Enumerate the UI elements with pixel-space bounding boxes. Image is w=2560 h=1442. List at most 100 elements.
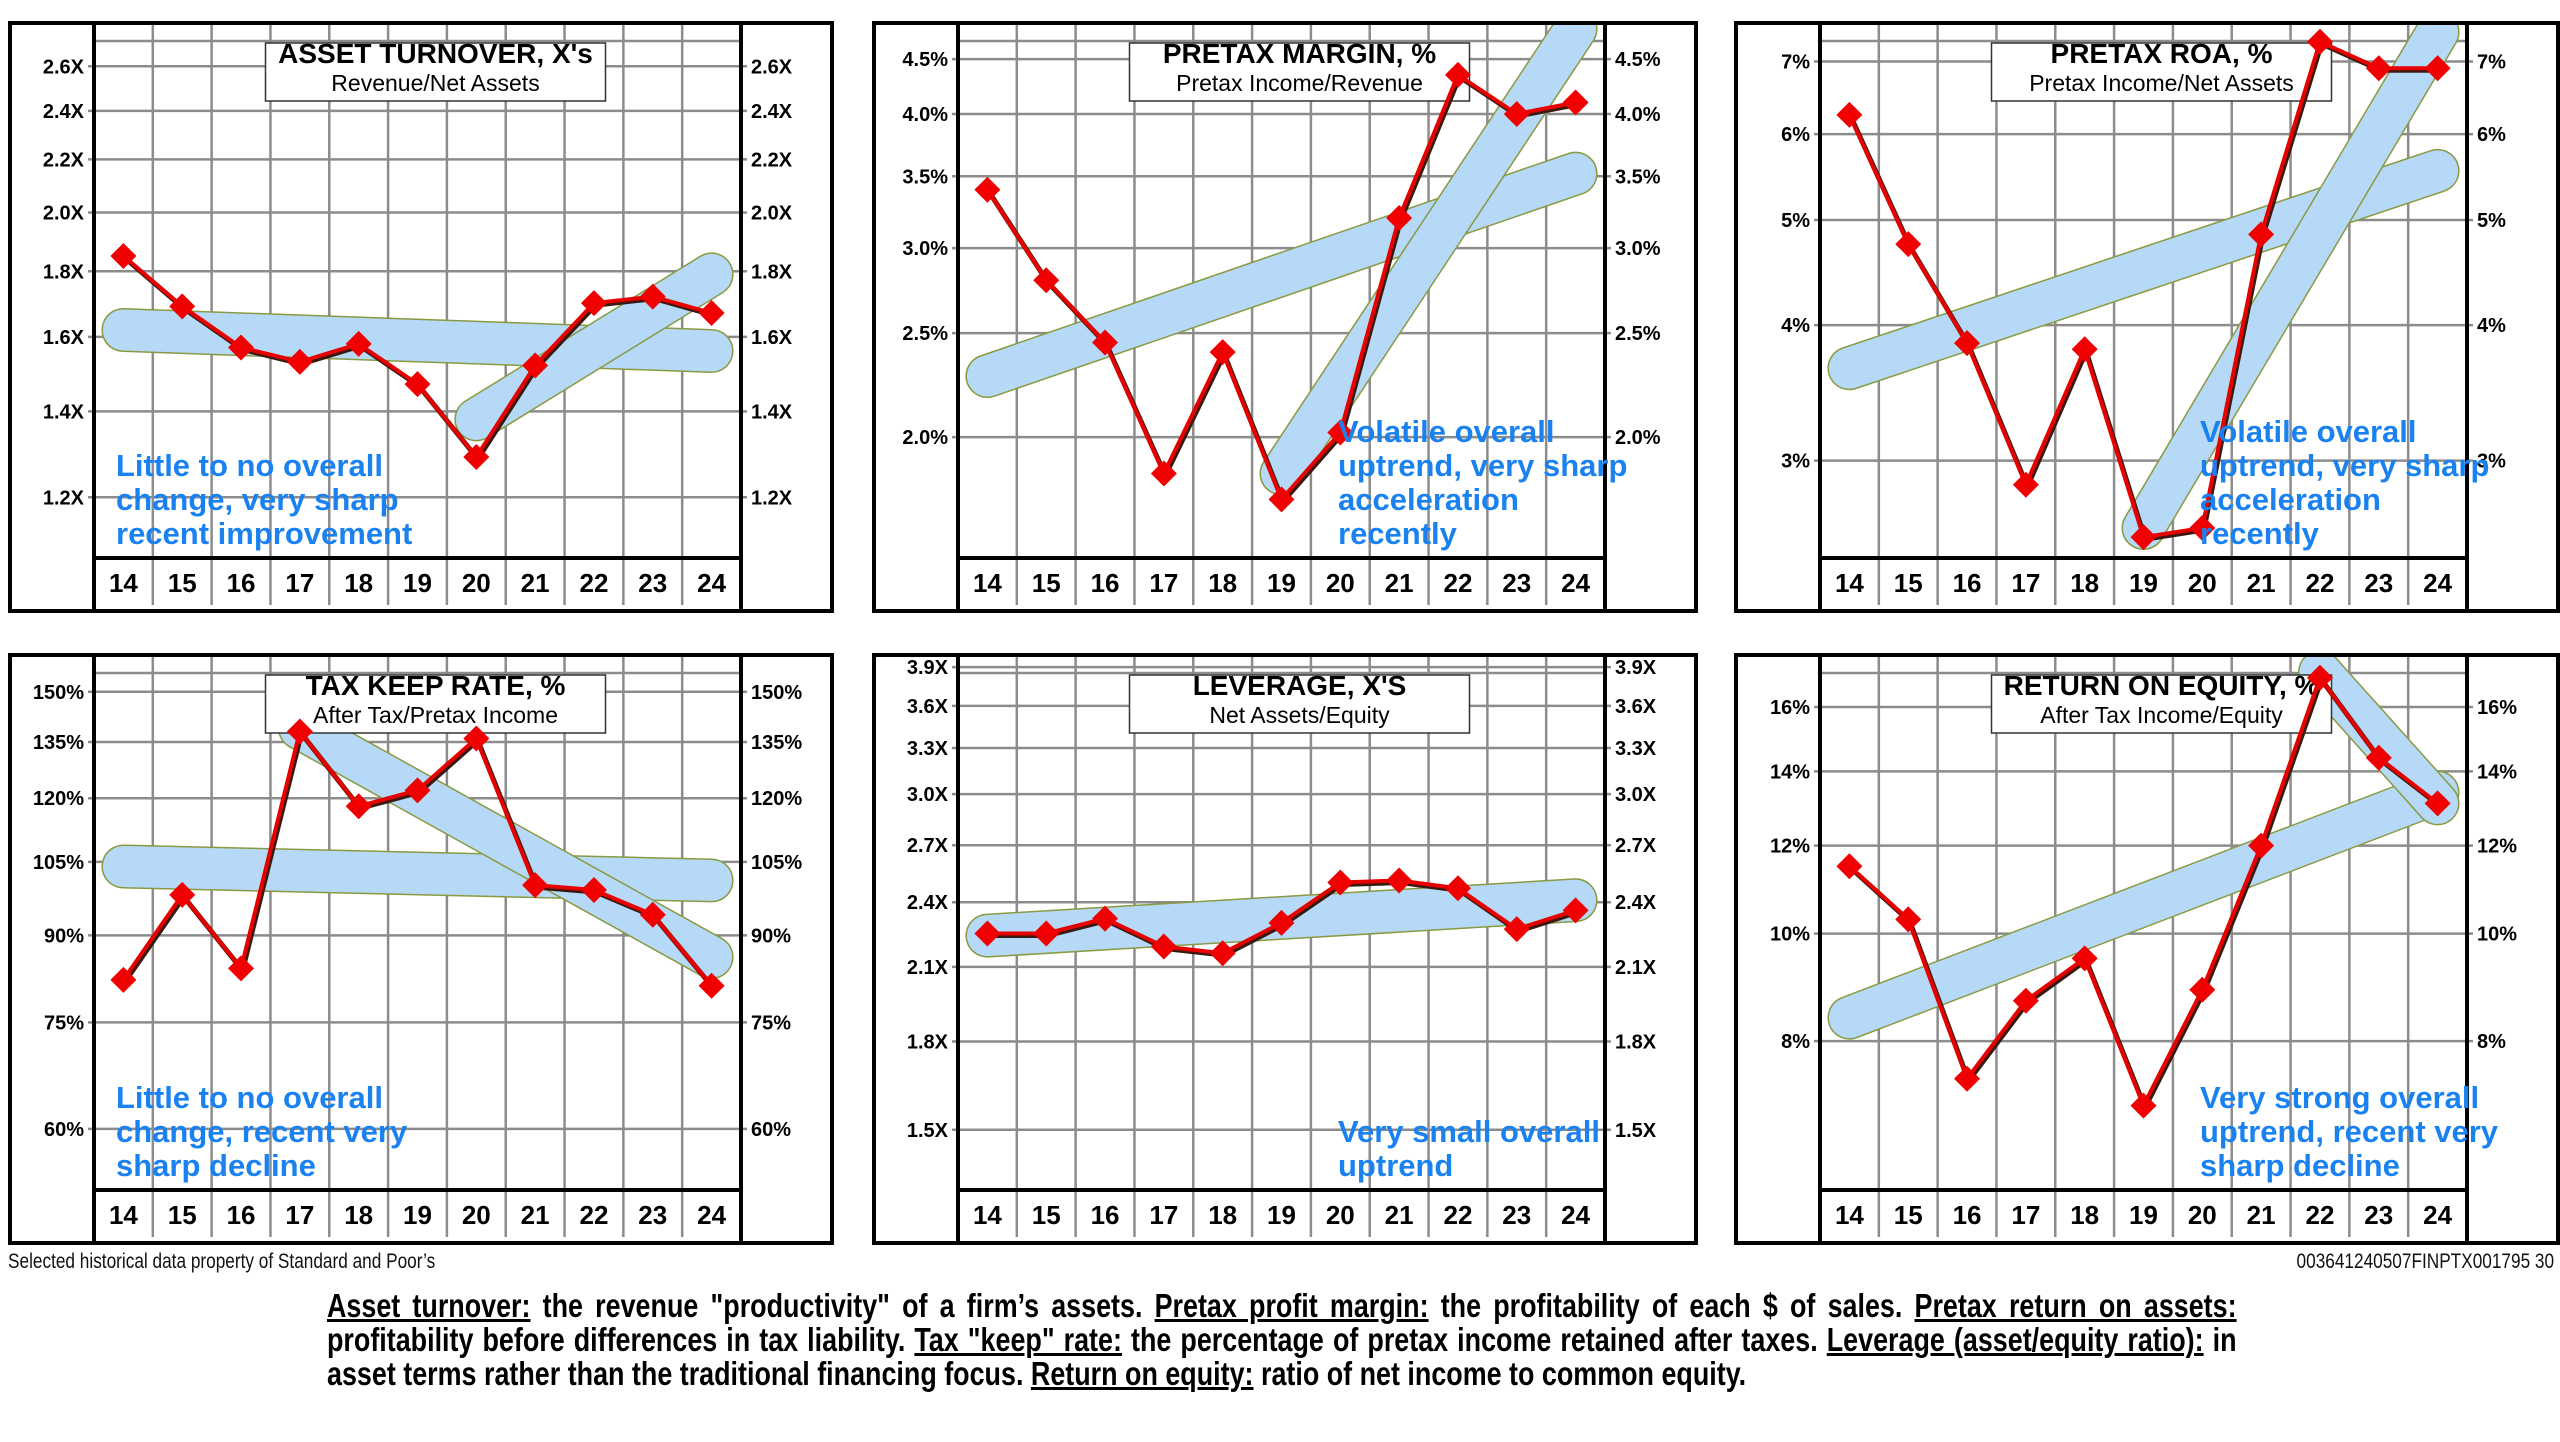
y-tick-label-left: 16% [1770,697,1810,719]
x-tick-label: 15 [168,568,197,598]
data-point-marker [1562,89,1589,116]
y-tick-label-left: 1.8X [907,1031,949,1053]
data-point-marker [974,920,1001,947]
x-tick-label: 23 [1502,1200,1531,1230]
y-tick-label-right: 1.4X [751,401,793,423]
annotation-text: uptrend [1338,1148,1453,1183]
y-tick-label-left: 12% [1770,836,1810,858]
chart-title: TAX KEEP RATE, % [306,670,566,701]
y-tick-label-left: 4.0% [902,104,948,126]
data-point-marker [2365,744,2392,771]
glossary-term: Return on equity: [1030,1355,1254,1392]
data-point-marker [1895,906,1922,933]
data-point-marker [1954,1065,1981,1092]
y-tick-label-right: 75% [751,1012,791,1034]
y-tick-label-right: 120% [751,788,802,810]
y-tick-label-left: 3.6X [907,696,949,718]
x-tick-label: 22 [1443,1200,1472,1230]
x-tick-label: 21 [1385,568,1414,598]
y-tick-label-right: 5% [2477,210,2506,232]
y-tick-label-right: 1.5X [1615,1120,1657,1142]
y-tick-label-left: 2.0X [43,203,85,225]
x-tick-label: 16 [1953,1200,1982,1230]
chart-subtitle: Pretax Income/Net Assets [2029,70,2294,96]
data-point-marker [110,243,137,270]
x-tick-label: 14 [109,1200,138,1230]
x-tick-label: 15 [1032,1200,1061,1230]
chart-subtitle: After Tax/Pretax Income [313,702,558,728]
x-tick-label: 17 [285,1200,314,1230]
data-point-marker [404,371,431,398]
y-tick-label-left: 1.6X [43,327,85,349]
data-point-marker [1503,101,1530,128]
y-tick-label-left: 75% [44,1012,84,1034]
data-point-marker [1562,897,1589,924]
y-tick-label-right: 2.7X [1615,835,1657,857]
y-tick-label-right: 2.6X [751,56,793,78]
data-point-marker [2424,55,2451,82]
data-point-marker [698,972,725,999]
chart-pretax-margin: 2.0% 2.0% 2.5% 2.5% 3.0% 3.0% 3.5% 3.5% 4.0% 4.0%… [872,21,1698,613]
data-point-marker [1268,909,1295,936]
x-tick-label: 14 [1835,568,1864,598]
x-tick-label: 17 [2011,1200,2040,1230]
y-tick-label-left: 1.4X [43,401,85,423]
y-tick-label-left: 14% [1770,761,1810,783]
glossary: Asset turnover: the revenue "productivit… [327,1289,2237,1391]
x-tick-label: 18 [344,1200,373,1230]
y-tick-label-right: 2.5% [1615,323,1661,345]
data-point-marker [463,725,490,752]
data-point-marker [1386,205,1413,232]
annotation-text: recently [1338,516,1458,551]
y-tick-label-right: 4% [2477,315,2506,337]
trend-band [1261,25,1597,495]
x-tick-label: 23 [2364,568,2393,598]
data-point-marker [1092,905,1119,932]
data-point-marker [404,777,431,804]
chart-svg: 3% 3% 4% 4% 5% 5% 6% 6% 7% 7% 14 15 16 17 18 19 20 21 22 23… [1781,25,2506,609]
x-tick-label: 17 [285,568,314,598]
annotation-text: uptrend, very sharp [1338,448,1627,483]
data-point-marker [169,881,196,908]
x-tick-label: 21 [521,1200,550,1230]
title-box [264,42,607,102]
data-point-marker [2130,524,2157,551]
y-tick-label-left: 60% [44,1119,84,1141]
data-point-marker [228,334,255,361]
y-tick-label-right: 16% [2477,697,2517,719]
x-tick-label: 15 [1894,568,1923,598]
data-point-marker [2071,945,2098,972]
x-tick-label: 18 [2070,568,2099,598]
y-tick-label-left: 10% [1770,924,1810,946]
x-tick-label: 16 [227,1200,256,1230]
y-tick-label-left: 4% [1781,315,1810,337]
y-tick-label-right: 4.0% [1615,104,1661,126]
x-tick-label: 14 [973,568,1002,598]
annotation-text: sharp decline [2200,1148,2400,1183]
x-tick-label: 20 [1326,568,1355,598]
annotation-text: Very small overall [1338,1114,1600,1149]
x-tick-label: 15 [168,1200,197,1230]
title-box [1128,674,1471,734]
x-tick-label: 24 [1561,1200,1590,1230]
x-tick-label: 24 [697,1200,726,1230]
x-tick-label: 19 [1267,568,1296,598]
annotation-text: Very strong overall [2200,1080,2479,1115]
y-tick-label-right: 2.2X [751,149,793,171]
y-tick-label-left: 150% [33,682,84,704]
annotation-text: recently [2200,516,2320,551]
data-point-marker [1836,853,1863,880]
data-point-marker [974,176,1001,203]
y-tick-label-right: 150% [751,682,802,704]
glossary-text: in asset terms rather than the tradition… [327,1321,2237,1392]
data-point-marker [463,443,490,470]
x-tick-label: 18 [2070,1200,2099,1230]
chart-svg: 1.2X 1.2X 1.4X 1.4X 1.6X 1.6X 1.8X 1.8X 2.0X 2.0X… [43,25,793,609]
y-tick-label-right: 105% [751,852,802,874]
data-point-marker [1150,933,1177,960]
y-tick-label-left: 3% [1781,451,1810,473]
data-point-marker [1033,267,1060,294]
y-tick-label-left: 3.3X [907,738,949,760]
x-tick-label: 20 [2188,1200,2217,1230]
y-tick-label-right: 135% [751,732,802,754]
